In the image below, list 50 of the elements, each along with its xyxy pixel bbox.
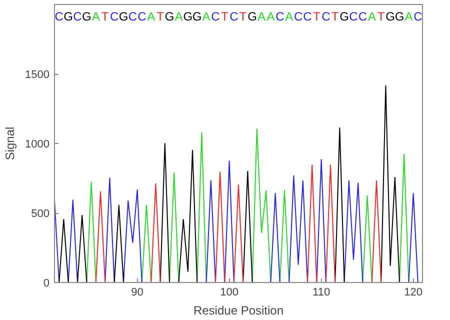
annotation: G <box>192 10 202 24</box>
annotation: G <box>183 10 193 24</box>
annotation: G <box>340 10 349 24</box>
y-tick-label: 1500 <box>25 69 50 81</box>
y-tick-label: 500 <box>31 208 50 220</box>
annotation: A <box>404 10 413 24</box>
annotation: G <box>82 10 92 24</box>
annotation: T <box>156 10 165 24</box>
annotation: T <box>101 10 110 24</box>
annotation: C <box>128 10 138 24</box>
annotation: C <box>73 10 82 24</box>
annotation: A <box>174 10 183 24</box>
y-tick-label: 1000 <box>25 138 50 150</box>
annotation: A <box>285 10 294 24</box>
annotation: C <box>110 10 119 24</box>
x-tick-label: 120 <box>404 286 422 298</box>
y-tick-label: 0 <box>43 278 50 290</box>
annotation: A <box>368 10 376 24</box>
annotation: C <box>138 10 147 24</box>
annotation: C <box>294 10 303 24</box>
annotation: T <box>331 10 340 24</box>
annotation: A <box>202 10 210 24</box>
annotation: C <box>349 10 358 24</box>
annotation: C <box>276 10 285 24</box>
x-tick-label: 110 <box>312 286 330 298</box>
annotation: A <box>258 10 266 24</box>
annotation: G <box>394 10 404 24</box>
annotation: T <box>377 10 386 24</box>
annotation: A <box>147 10 156 24</box>
annotation: G <box>118 10 128 24</box>
annotation: G <box>164 10 174 24</box>
x-tick-label: 90 <box>131 286 144 298</box>
annotation: C <box>414 10 423 24</box>
annotation: G <box>248 10 257 24</box>
annotation: A <box>92 10 100 24</box>
annotation: T <box>239 10 248 24</box>
annotation: C <box>322 10 331 24</box>
annotation: T <box>313 10 322 24</box>
x-axis-title: Residue Position <box>193 304 284 318</box>
x-tick-label: 100 <box>220 286 238 298</box>
annotation: C <box>211 10 220 24</box>
y-axis-title: Signal <box>3 126 18 160</box>
annotation: C <box>54 10 64 24</box>
annotation: G <box>386 10 395 24</box>
annotation: T <box>221 10 230 24</box>
annotation: G <box>64 10 73 24</box>
annotation: C <box>230 10 239 24</box>
annotation: C <box>303 10 312 24</box>
annotation: C <box>358 10 368 24</box>
annotation: A <box>266 10 275 24</box>
